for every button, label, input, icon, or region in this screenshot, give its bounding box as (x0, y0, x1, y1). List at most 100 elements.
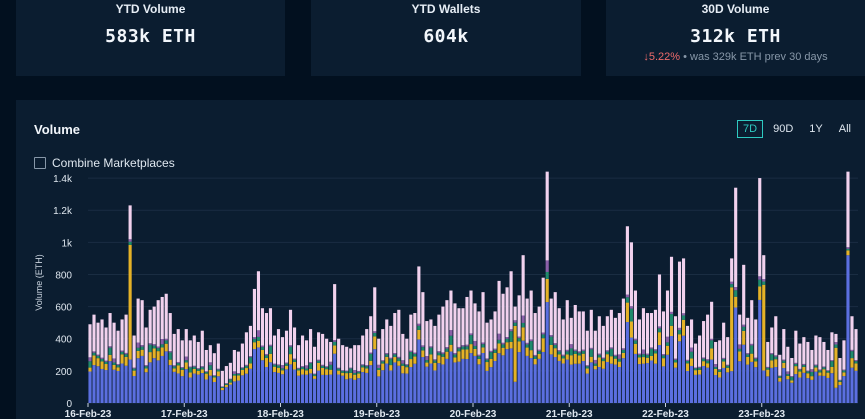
bar-segment (842, 372, 846, 377)
bar-segment (413, 353, 417, 357)
bar-segment (164, 338, 168, 341)
bar-segment (537, 349, 541, 352)
bar-segment (617, 367, 621, 403)
bar-segment (377, 364, 381, 368)
30d-volume-value: 312k ETH (690, 26, 781, 47)
bar-segment (433, 370, 437, 403)
bar-segment (385, 353, 389, 355)
bar-segment (449, 330, 453, 336)
bar-segment (100, 368, 104, 403)
bar-segment (164, 293, 168, 339)
bar-segment (802, 366, 806, 373)
bar-segment (641, 363, 646, 403)
bar-segment (786, 375, 790, 380)
bar-segment (92, 355, 96, 366)
bar-segment (361, 364, 365, 366)
bar-segment (485, 370, 489, 403)
bar-segment (758, 276, 762, 280)
bar-segment (180, 367, 184, 370)
range-7d-button[interactable]: 7D (737, 120, 764, 138)
bar-segment (569, 344, 573, 349)
bar-segment (629, 306, 633, 309)
bar-segment (489, 352, 493, 359)
bar-segment (509, 329, 513, 332)
bar-segment (481, 353, 485, 403)
bar-segment (802, 372, 806, 403)
bar-segment (148, 352, 152, 363)
bar-segment (738, 351, 742, 362)
bar-segment (453, 362, 457, 403)
bar-segment (698, 374, 702, 403)
bar-segment (830, 373, 834, 403)
bar-segment (148, 362, 152, 403)
bar-segment (417, 323, 421, 326)
bar-segment (284, 365, 289, 370)
bar-segment (341, 372, 345, 376)
bar-segment (573, 304, 577, 350)
bar-segment (794, 362, 798, 364)
combine-marketplaces-option[interactable]: Combine Marketplaces (34, 156, 175, 170)
bar-segment (313, 374, 317, 377)
bar-segment (681, 315, 686, 320)
bar-segment (445, 351, 449, 359)
bar-segment (814, 364, 818, 366)
bar-segment (750, 343, 754, 346)
bar-segment (429, 354, 433, 364)
bar-segment (349, 378, 353, 403)
bar-segment (742, 324, 746, 327)
bar-segment (726, 337, 730, 365)
combine-checkbox[interactable] (34, 157, 46, 169)
bar-segment (176, 373, 180, 403)
bar-segment (280, 370, 285, 375)
bar-segment (846, 248, 850, 251)
bar-segment (325, 369, 329, 375)
bar-segment (585, 368, 589, 374)
bar-segment (545, 271, 549, 279)
x-tick-label: 23-Feb-23 (738, 409, 785, 419)
bar-segment (501, 347, 505, 356)
bar-segment (357, 371, 361, 374)
bar-segment (529, 290, 533, 340)
bar-segment (100, 357, 104, 359)
bar-segment (633, 353, 637, 403)
bar-segment (633, 343, 637, 354)
bar-segment (790, 382, 794, 403)
bar-segment (677, 334, 682, 342)
bar-segment (296, 375, 301, 403)
range-all-button[interactable]: All (838, 123, 851, 135)
bar-segment (140, 300, 144, 346)
bar-segment (228, 378, 232, 380)
bar-segment (381, 370, 385, 403)
bar-segment (726, 367, 730, 373)
bar-segment (669, 311, 674, 315)
bar-segment (549, 298, 553, 336)
bar-segment (128, 241, 132, 245)
bar-segment (288, 345, 293, 347)
bar-segment (513, 322, 517, 326)
bar-segment (244, 364, 248, 366)
bar-segment (653, 349, 658, 351)
bar-segment (505, 287, 509, 338)
bar-segment (521, 340, 525, 403)
bar-segment (633, 340, 637, 344)
bar-segment (497, 339, 501, 344)
bar-segment (593, 363, 597, 366)
bar-segment (389, 358, 393, 366)
bar-segment (220, 370, 224, 387)
bar-segment (822, 341, 826, 367)
bar-segment (750, 300, 754, 344)
bar-segment (794, 374, 798, 403)
bar-segment (321, 374, 325, 403)
bar-segment (561, 319, 565, 355)
bar-segment (718, 371, 722, 378)
range-90d-button[interactable]: 90D (773, 123, 794, 135)
bar-segment (353, 374, 357, 380)
bar-segment (625, 302, 629, 323)
bar-segment (128, 244, 132, 360)
bar-segment (605, 354, 609, 362)
bar-segment (361, 372, 365, 403)
bar-segment (413, 356, 417, 364)
bar-segment (413, 352, 417, 354)
range-1y-button[interactable]: 1Y (809, 123, 823, 135)
bar-segment (200, 373, 204, 403)
